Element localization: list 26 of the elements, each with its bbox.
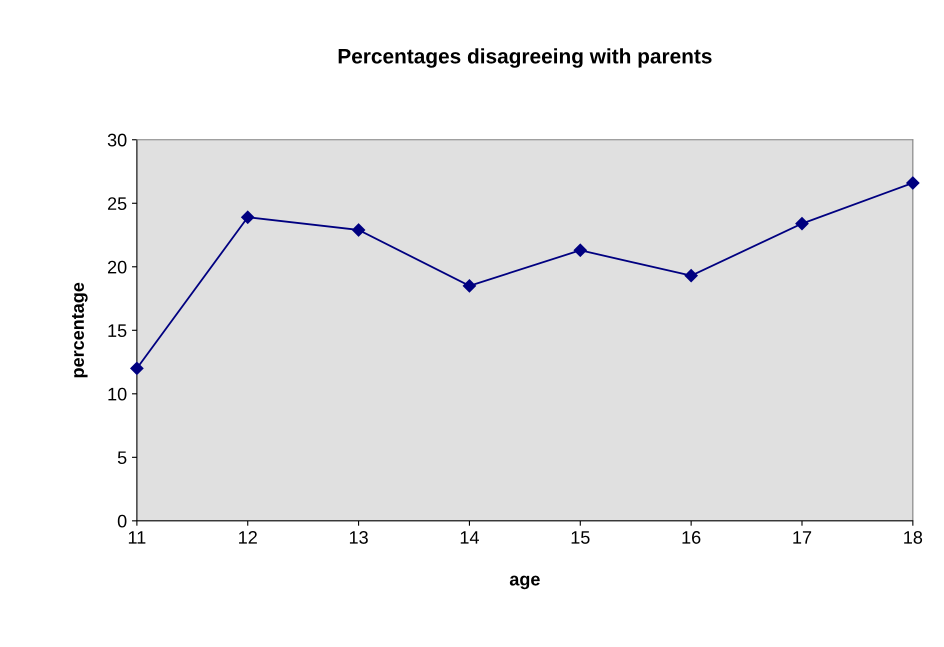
point [130, 362, 144, 375]
y-axis-title: percentage [72, 282, 88, 378]
y-tick-label: 5 [118, 451, 126, 464]
x-tick-label: 12 [239, 531, 257, 544]
point [241, 210, 254, 224]
y-tick-label: 20 [108, 260, 126, 274]
point [906, 176, 920, 190]
x-axis-title: age [510, 576, 540, 590]
x-tick-label: 11 [128, 531, 146, 544]
point [574, 244, 587, 257]
x-tick-label: 16 [682, 531, 700, 544]
point [352, 223, 366, 237]
point [684, 269, 698, 282]
y-tick-label: 30 [108, 134, 126, 146]
x-tick-label: 17 [793, 531, 812, 544]
y-tick-label: 15 [108, 324, 126, 338]
point [795, 217, 809, 230]
y-tick-label: 0 [118, 514, 126, 528]
chart-title: Percentages disagreeing with parents [338, 48, 712, 68]
y-tick-label: 10 [108, 388, 126, 401]
x-tick-label: 18 [904, 531, 922, 544]
x-tick-label: 15 [572, 531, 590, 544]
y-tick-label: 25 [108, 197, 126, 210]
x-tick-label: 13 [350, 531, 368, 544]
x-tick-label: 14 [460, 531, 479, 544]
point [462, 279, 476, 292]
